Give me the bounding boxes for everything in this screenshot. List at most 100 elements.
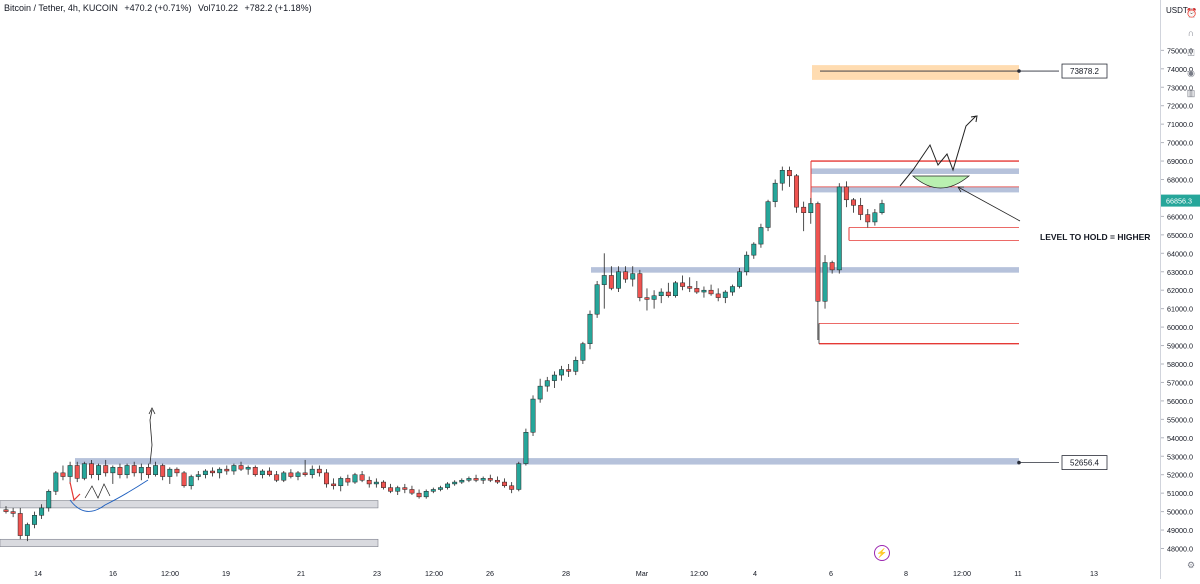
time-tick-label: 6 xyxy=(829,569,833,578)
candle-body xyxy=(309,468,315,475)
candle-body xyxy=(708,289,714,295)
candle-body xyxy=(573,360,579,372)
price-axis[interactable]: 48000.0 49000.0 50000.0 51000.0 52000.0 53000… xyxy=(1160,0,1200,579)
price-tick-label: 68000.0 xyxy=(1167,176,1193,185)
time-tick-label: 4 xyxy=(753,569,757,578)
candle-body xyxy=(145,467,151,475)
candle-body xyxy=(67,465,73,477)
alert-icon[interactable]: ⏰ xyxy=(1186,8,1198,18)
candle-body xyxy=(217,468,223,474)
candle-body xyxy=(608,275,614,289)
price-tick-label: 60000.0 xyxy=(1167,323,1193,332)
candle-body xyxy=(794,175,799,208)
projection-path xyxy=(899,115,977,187)
candle-body xyxy=(302,472,308,475)
price-zone xyxy=(811,168,1019,174)
squiggle-drawing xyxy=(84,483,111,499)
candle-body xyxy=(331,483,337,487)
price-tick-label: 75000.0 xyxy=(1167,46,1193,55)
trash-icon[interactable]: ▥ xyxy=(1186,88,1196,98)
candle-body xyxy=(559,369,564,376)
candle-body xyxy=(17,513,23,536)
candle-body xyxy=(879,203,885,213)
candle-body xyxy=(786,170,792,177)
candle-body xyxy=(751,243,757,256)
symbol-title[interactable]: Bitcoin / Tether, 4h, KUCOIN xyxy=(4,3,118,13)
candle-body xyxy=(274,474,280,481)
price-tick-label: 73000.0 xyxy=(1167,83,1193,92)
price-tick-label: 71000.0 xyxy=(1167,120,1193,129)
candle-body xyxy=(430,489,436,492)
candle-body xyxy=(851,199,856,206)
candle-body xyxy=(46,491,52,509)
candle-body xyxy=(32,515,37,525)
candle-body xyxy=(843,186,849,201)
last-price-label: 66856.3 xyxy=(1166,197,1192,206)
candle-body xyxy=(665,291,671,296)
candle-body xyxy=(10,511,16,514)
candle-body xyxy=(858,205,864,215)
candle-body xyxy=(737,271,743,287)
candle-body xyxy=(480,478,486,481)
candle-body xyxy=(459,479,465,483)
currency-label[interactable]: USDT xyxy=(1166,6,1188,15)
early-upward-arrow xyxy=(149,409,153,465)
time-tick-label: 26 xyxy=(486,569,494,578)
label-anchor-dot xyxy=(1017,69,1021,73)
time-tick-label: 16 xyxy=(109,569,117,578)
candle-body xyxy=(530,398,536,433)
candle-body xyxy=(808,203,814,213)
candle-body xyxy=(110,467,116,474)
green-hold-zone xyxy=(911,175,971,189)
last-price-badge xyxy=(1161,194,1200,207)
candle-body xyxy=(865,214,871,223)
candle-body xyxy=(765,201,771,228)
price-chart[interactable]: 73878.2 52656.4 LEVEL TO HOLD = HIGHER xyxy=(0,0,1160,579)
candle-body xyxy=(281,472,287,481)
price-tick-label: 48000.0 xyxy=(1167,545,1193,554)
price-tick-label: 74000.0 xyxy=(1167,65,1193,74)
candle-body xyxy=(103,465,109,474)
candle-body xyxy=(452,481,458,485)
eye-icon[interactable]: ◉ xyxy=(1187,68,1195,78)
level-pointer-arrowhead xyxy=(957,186,964,193)
time-tick-label: 11 xyxy=(1014,569,1021,578)
projection-arrowhead xyxy=(970,115,978,123)
candle-body xyxy=(416,492,422,498)
early-arrowhead xyxy=(148,407,156,415)
candle-body xyxy=(715,293,721,298)
lightning-icon[interactable]: ⚡ xyxy=(874,545,890,561)
level-to-hold-text: LEVEL TO HOLD = HIGHER xyxy=(1040,232,1150,242)
magnet-icon[interactable]: ∩ xyxy=(1187,28,1195,38)
candle-body xyxy=(74,465,80,479)
candle-body xyxy=(245,467,251,470)
time-tick-label: 12:00 xyxy=(690,569,708,578)
candle-body xyxy=(89,463,94,475)
price-tick-label: 56000.0 xyxy=(1167,397,1193,406)
candle-body xyxy=(124,465,130,475)
candle-body xyxy=(231,465,237,472)
settings-icon[interactable]: ⚙ xyxy=(1186,560,1196,570)
time-tick-label: Mar xyxy=(636,569,649,578)
time-tick-label: 28 xyxy=(562,569,570,578)
lock-icon[interactable]: ⚿ xyxy=(1187,48,1195,58)
candle-body xyxy=(801,206,807,213)
candle-body xyxy=(352,474,358,483)
candle-body xyxy=(758,227,764,245)
lower-price-label: 52656.4 xyxy=(1070,459,1099,468)
time-axis[interactable]: 14 16 12:00 19 21 23 12:00 26 28 Mar 12:00 4 6 8 12:00… xyxy=(0,565,1160,579)
candle-body xyxy=(687,286,693,289)
candle-body xyxy=(644,297,650,300)
time-tick-label: 12:00 xyxy=(161,569,179,578)
candle-body xyxy=(516,463,522,490)
price-tick-label: 63000.0 xyxy=(1167,268,1193,277)
volume-label: Vol xyxy=(197,3,211,13)
candle-body xyxy=(24,524,30,536)
candle-body xyxy=(359,474,365,481)
time-tick-label: 12:00 xyxy=(425,569,443,578)
candle-body xyxy=(509,485,515,490)
candle-body xyxy=(402,487,408,490)
candle-body xyxy=(316,468,322,474)
price-tick-label: 58000.0 xyxy=(1167,360,1193,369)
